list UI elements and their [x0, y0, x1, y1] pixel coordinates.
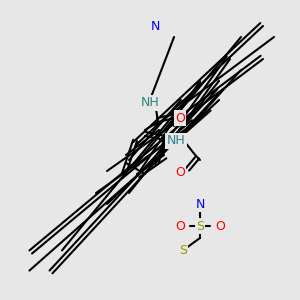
Text: NH: NH — [167, 134, 185, 148]
Text: N: N — [150, 20, 160, 32]
Text: S: S — [179, 244, 187, 257]
Text: O: O — [175, 112, 185, 124]
Text: S: S — [196, 220, 204, 232]
Text: O: O — [175, 166, 185, 178]
Text: O: O — [215, 220, 225, 232]
Text: N: N — [195, 197, 205, 211]
Text: O: O — [175, 220, 185, 232]
Text: NH: NH — [141, 97, 159, 110]
